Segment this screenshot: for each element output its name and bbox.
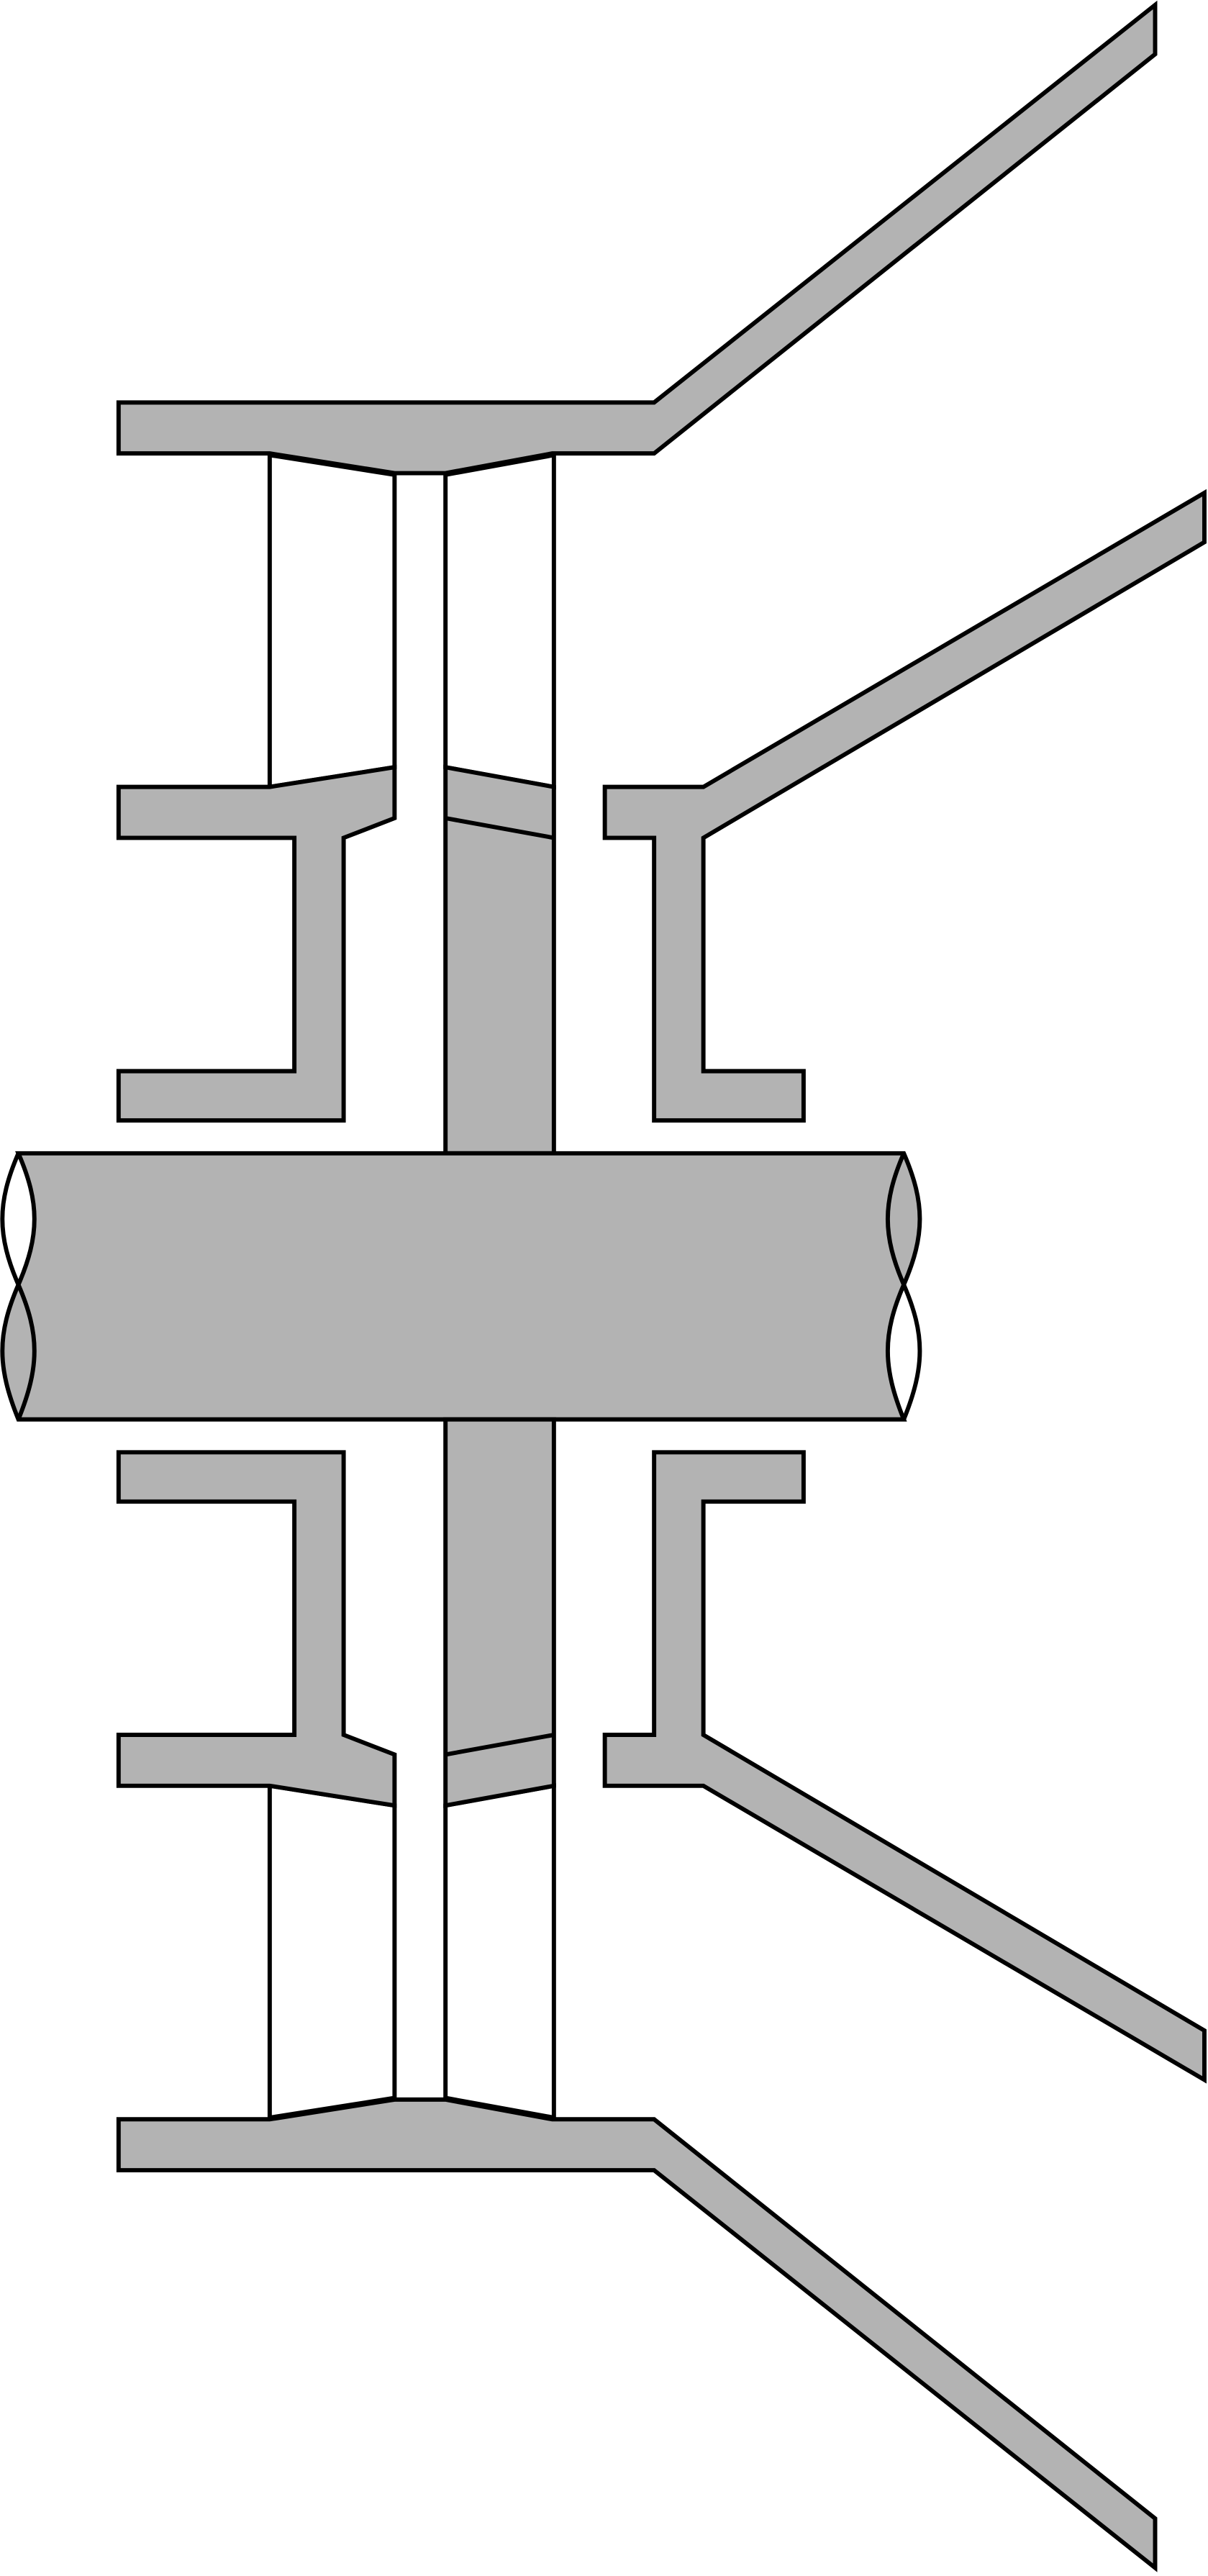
lower-gap-left (267, 1783, 397, 2121)
lower-half (116, 1417, 1207, 2572)
upper-left-bracket (116, 764, 397, 1123)
lower-gap-right (443, 1783, 556, 2121)
upper-central-sleeve (443, 764, 556, 1156)
upper-gap-right (443, 452, 556, 790)
lower-outer-cone (116, 2097, 1158, 2572)
upper-inner-cone (602, 489, 1207, 1123)
lower-central-sleeve (443, 1417, 556, 1808)
upper-sleeve-groove (445, 816, 555, 840)
shaft (0, 1151, 922, 1422)
lower-inner-cone (602, 1450, 1207, 2084)
upper-outer-cone (116, 0, 1158, 476)
upper-gap-left (267, 452, 397, 790)
shaft-left-break-line (0, 1152, 37, 1420)
shaft-right-break-line (885, 1152, 922, 1420)
lower-sleeve-groove (445, 1733, 555, 1757)
lower-left-bracket (116, 1450, 397, 1808)
